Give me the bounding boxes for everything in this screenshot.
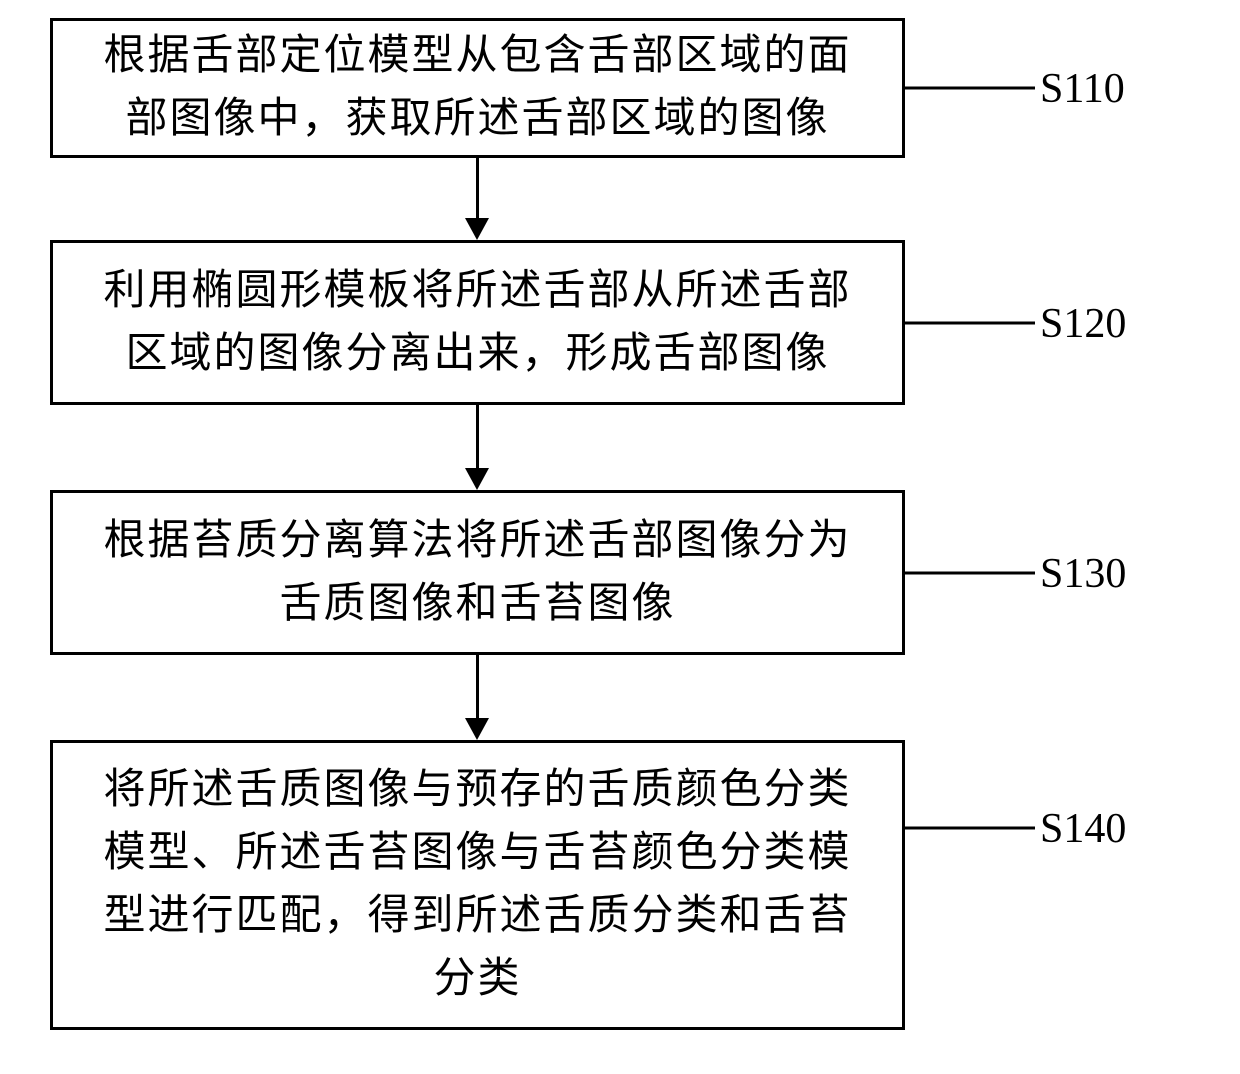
arrow-3-to-4 — [477, 655, 489, 740]
box-4-text: 将所述舌质图像与预存的舌质颜色分类模型、所述舌苔图像与舌苔颜色分类模型进行匹配，… — [83, 759, 872, 1011]
box-2-text: 利用椭圆形模板将所述舌部从所述舌部区域的图像分离出来，形成舌部图像 — [83, 260, 872, 386]
step-label-1: S110 — [1040, 65, 1125, 113]
box-3-text: 根据苔质分离算法将所述舌部图像分为舌质图像和舌苔图像 — [83, 510, 872, 636]
step-label-3: S130 — [1040, 550, 1126, 598]
arrow-2-to-3 — [477, 405, 489, 490]
label-connector-2 — [905, 290, 1040, 350]
arrow-1-to-2 — [477, 158, 489, 240]
process-box-1: 根据舌部定位模型从包含舌部区域的面部图像中，获取所述舌部区域的图像 — [50, 18, 905, 158]
process-box-2: 利用椭圆形模板将所述舌部从所述舌部区域的图像分离出来，形成舌部图像 — [50, 240, 905, 405]
label-connector-1 — [905, 55, 1040, 115]
label-connector-4 — [905, 795, 1040, 855]
box-1-text: 根据舌部定位模型从包含舌部区域的面部图像中，获取所述舌部区域的图像 — [83, 25, 872, 151]
step-label-4: S140 — [1040, 805, 1126, 853]
step-label-2: S120 — [1040, 300, 1126, 348]
process-box-4: 将所述舌质图像与预存的舌质颜色分类模型、所述舌苔图像与舌苔颜色分类模型进行匹配，… — [50, 740, 905, 1030]
label-connector-3 — [905, 540, 1040, 600]
flowchart-container: 根据舌部定位模型从包含舌部区域的面部图像中，获取所述舌部区域的图像 S110 利… — [0, 0, 1240, 1074]
process-box-3: 根据苔质分离算法将所述舌部图像分为舌质图像和舌苔图像 — [50, 490, 905, 655]
